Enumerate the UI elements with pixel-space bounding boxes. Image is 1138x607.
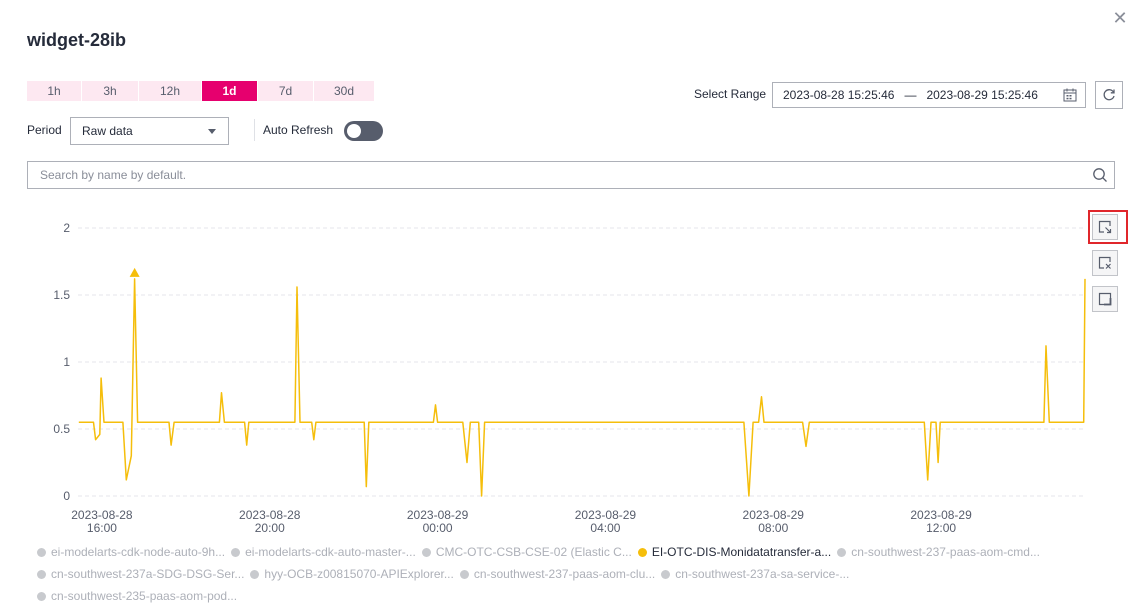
date-range-picker[interactable]: 2023-08-28 15:25:46 — 2023-08-29 15:25:4… <box>772 82 1086 108</box>
x-tick-label: 2023-08-29 <box>743 508 805 522</box>
legend-label: cn-southwest-237a-sa-service-... <box>675 567 850 581</box>
series-line <box>78 278 1086 497</box>
auto-refresh-label: Auto Refresh <box>263 123 334 137</box>
y-tick-label: 1 <box>63 355 70 369</box>
time-range-tabs: 1h 3h 12h 1d 7d 30d <box>27 81 374 101</box>
tab-30d[interactable]: 30d <box>314 81 374 101</box>
legend-item[interactable]: cn-southwest-237-paas-aom-clu... <box>459 563 656 585</box>
line-chart: 21.510.502023-08-2816:002023-08-2820:002… <box>53 221 1086 535</box>
legend-label: cn-southwest-237-paas-aom-cmd... <box>851 545 1040 559</box>
x-tick-label: 08:00 <box>758 521 788 535</box>
caret-down-icon <box>208 129 216 134</box>
refresh-button[interactable] <box>1095 81 1123 109</box>
legend-dot-icon <box>637 548 647 557</box>
legend-item[interactable]: ei-modelarts-cdk-auto-master-... <box>231 541 416 563</box>
legend-dot-icon <box>421 548 431 557</box>
legend-label: EI-OTC-DIS-Monidatatransfer-a... <box>651 545 832 559</box>
chart-legend: ei-modelarts-cdk-node-auto-9h... ei-model… <box>37 541 1127 607</box>
tab-12h[interactable]: 12h <box>139 81 201 101</box>
dialog-title: widget-28ib <box>27 30 127 50</box>
zoom-reset-icon <box>1098 256 1111 269</box>
period-value: Raw data <box>82 124 133 138</box>
legend-dot-icon <box>37 548 46 557</box>
close-icon[interactable]: ✕ <box>1112 8 1128 28</box>
legend-item[interactable]: EI-OTC-DIS-Monidatatransfer-a... <box>637 541 832 563</box>
legend-item[interactable]: hyy-OCB-z00815070-APIExplorer... <box>250 563 454 585</box>
x-tick-label: 00:00 <box>423 521 453 535</box>
y-tick-label: 0.5 <box>53 422 70 436</box>
auto-refresh-toggle[interactable] <box>344 121 383 141</box>
legend-item[interactable]: cn-southwest-237-paas-aom-cmd... <box>837 541 1040 563</box>
x-tick-label: 2023-08-28 <box>239 508 301 522</box>
calendar-icon[interactable] <box>1063 88 1077 102</box>
x-tick-label: 12:00 <box>926 521 956 535</box>
x-tick-label: 2023-08-28 <box>71 508 133 522</box>
legend-label: hyy-OCB-z00815070-APIExplorer... <box>264 567 454 581</box>
select-range-label: Select Range <box>694 87 767 101</box>
highlight-box <box>1088 210 1128 244</box>
search-input[interactable] <box>40 168 1040 182</box>
fullscreen-button[interactable] <box>1092 286 1118 312</box>
legend-dot-icon <box>661 570 671 579</box>
legend-dot-icon <box>37 592 46 601</box>
legend-dot-icon <box>37 570 46 579</box>
legend-label: cn-southwest-235-paas-aom-pod... <box>51 589 238 603</box>
x-tick-label: 2023-08-29 <box>910 508 972 522</box>
y-tick-label: 1.5 <box>53 288 70 302</box>
search-icon[interactable] <box>1092 167 1108 183</box>
legend-item[interactable]: CMC-OTC-CSB-CSE-02 (Elastic C... <box>421 541 632 563</box>
zoom-reset-button[interactable] <box>1092 250 1118 276</box>
tab-1h[interactable]: 1h <box>27 81 81 101</box>
peak-marker <box>129 267 140 277</box>
range-separator: — <box>904 88 917 102</box>
legend-dot-icon <box>459 570 469 579</box>
tab-7d[interactable]: 7d <box>258 81 313 101</box>
range-end: 2023-08-29 15:25:46 <box>926 88 1038 102</box>
x-tick-label: 16:00 <box>87 521 117 535</box>
toggle-knob <box>347 124 361 138</box>
x-tick-label: 20:00 <box>255 521 285 535</box>
fullscreen-icon <box>1098 292 1112 306</box>
tab-3h[interactable]: 3h <box>82 81 138 101</box>
range-start: 2023-08-28 15:25:46 <box>783 88 895 102</box>
search-box <box>27 161 1115 189</box>
legend-item[interactable]: cn-southwest-237a-sa-service-... <box>661 563 849 585</box>
zoom-select-button[interactable] <box>1092 214 1118 240</box>
refresh-icon <box>1103 89 1115 101</box>
legend-label: ei-modelarts-cdk-node-auto-9h... <box>51 545 226 559</box>
legend-label: cn-southwest-237-paas-aom-clu... <box>473 567 656 581</box>
period-label: Period <box>27 123 62 137</box>
legend-item[interactable]: ei-modelarts-cdk-node-auto-9h... <box>37 541 225 563</box>
legend-label: cn-southwest-237a-SDG-DSG-Ser... <box>51 567 245 581</box>
x-tick-label: 2023-08-29 <box>407 508 469 522</box>
divider <box>254 119 255 141</box>
legend-item[interactable]: cn-southwest-237a-SDG-DSG-Ser... <box>37 563 244 585</box>
legend-dot-icon <box>837 548 847 557</box>
legend-label: CMC-OTC-CSB-CSE-02 (Elastic C... <box>435 545 632 559</box>
y-tick-label: 2 <box>63 221 70 235</box>
legend-dot-icon <box>231 548 241 557</box>
x-tick-label: 04:00 <box>590 521 620 535</box>
period-select[interactable]: Raw data <box>70 117 229 145</box>
legend-item[interactable]: cn-southwest-235-paas-aom-pod... <box>37 585 237 607</box>
zoom-select-icon <box>1098 220 1112 234</box>
x-tick-label: 2023-08-29 <box>575 508 637 522</box>
tab-1d[interactable]: 1d <box>202 81 257 101</box>
y-tick-label: 0 <box>63 489 70 503</box>
legend-dot-icon <box>250 570 260 579</box>
legend-label: ei-modelarts-cdk-auto-master-... <box>245 545 416 559</box>
